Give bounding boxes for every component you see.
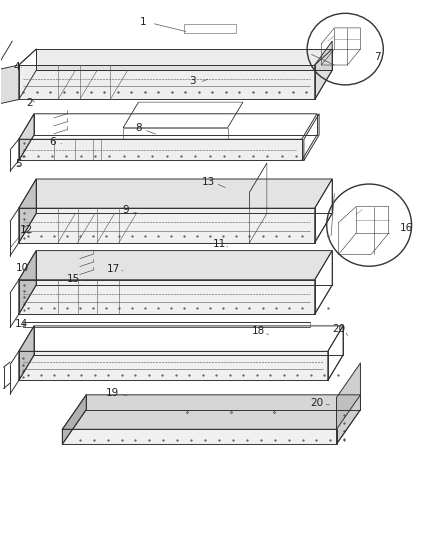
Polygon shape bbox=[62, 429, 336, 444]
Polygon shape bbox=[19, 326, 34, 381]
Text: 4: 4 bbox=[14, 62, 21, 71]
Text: 13: 13 bbox=[201, 176, 215, 187]
Text: 8: 8 bbox=[135, 123, 142, 133]
Text: 20: 20 bbox=[332, 324, 345, 334]
Text: 5: 5 bbox=[15, 159, 22, 168]
Polygon shape bbox=[19, 179, 332, 208]
Polygon shape bbox=[36, 49, 332, 70]
Text: 20: 20 bbox=[311, 398, 324, 408]
Text: 1: 1 bbox=[140, 17, 146, 27]
Text: 11: 11 bbox=[212, 239, 226, 249]
Polygon shape bbox=[19, 208, 315, 243]
Polygon shape bbox=[19, 351, 328, 381]
Text: 2: 2 bbox=[26, 98, 33, 108]
Text: 12: 12 bbox=[20, 225, 33, 236]
Text: 9: 9 bbox=[122, 205, 129, 215]
Polygon shape bbox=[19, 139, 302, 160]
Text: 10: 10 bbox=[16, 263, 29, 273]
Polygon shape bbox=[19, 251, 36, 314]
Polygon shape bbox=[336, 363, 360, 444]
Polygon shape bbox=[62, 395, 360, 429]
Polygon shape bbox=[19, 251, 332, 280]
Polygon shape bbox=[19, 179, 36, 243]
Text: 14: 14 bbox=[15, 319, 28, 329]
Text: 7: 7 bbox=[374, 52, 381, 61]
Text: 19: 19 bbox=[106, 387, 119, 398]
Text: 15: 15 bbox=[67, 273, 80, 284]
Text: 3: 3 bbox=[190, 76, 196, 86]
Text: 6: 6 bbox=[49, 137, 56, 147]
Polygon shape bbox=[62, 395, 86, 444]
Polygon shape bbox=[19, 114, 34, 160]
Text: 17: 17 bbox=[107, 264, 120, 273]
Polygon shape bbox=[19, 280, 315, 314]
Polygon shape bbox=[19, 65, 315, 100]
Text: 16: 16 bbox=[399, 223, 413, 233]
Polygon shape bbox=[0, 65, 19, 105]
Polygon shape bbox=[315, 41, 332, 100]
Text: 18: 18 bbox=[251, 326, 265, 336]
